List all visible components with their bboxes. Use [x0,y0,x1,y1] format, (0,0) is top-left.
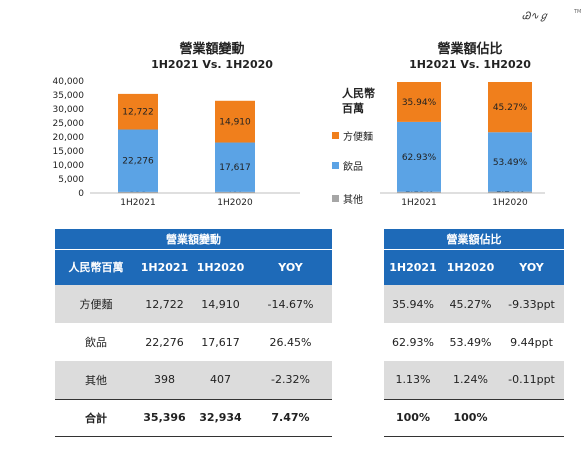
legend-label-other: 其他 [343,195,363,206]
row-label: 合計 [55,398,137,437]
table-row-other: 其他 398 407 -2.32% [55,361,332,399]
header-unit: 人民幣百萬 [55,249,137,285]
cell-yoy: 9.44ppt [510,335,553,349]
cell-share: 35.94% [384,285,442,323]
y-tick-label: 20,000 [53,133,85,143]
table-row-drinks: 飲品 22,276 17,617 26.45% [55,323,332,361]
right-chart-title: 營業額佔比 [437,42,503,57]
cell-value: 35,396 [137,398,192,437]
data-label: 17,617 [219,163,251,173]
header-yoy: YOY [249,249,332,285]
bar-segment-other [118,191,158,193]
header-1h2020: 1H2020 [192,249,249,285]
y-tick-label: 25,000 [53,119,85,129]
right-chart-subtitle: 1H2021 Vs. 1H2020 [409,58,531,71]
legend-title-line2: 百萬 [342,102,364,115]
charts-canvas: 0 5,000 10,000 15,000 20,000 25,000 30,000 35,0… [53,77,545,208]
bar-segment-noodles [118,93,158,130]
header-yoy: YOY [499,249,565,285]
cell-yoy: 7.47% [249,398,332,437]
y-tick-label: 30,000 [53,105,85,115]
legend-swatch-orange [332,132,339,139]
y-tick-label: 10,000 [53,161,85,171]
cell-share: 1.13% [384,361,442,399]
cell-value: 22,276 [145,335,184,349]
trademark-mark: TM [574,9,582,15]
sales-share-table-title: 營業額佔比 [384,229,565,250]
table-row-drinks: 62.93% 53.49% 9.44ppt [384,323,564,361]
data-label: 53.49% [493,158,528,168]
legend-title-line1: 人民幣 [342,87,375,100]
cell-share: 100% [384,398,442,437]
legend-title: 人民幣 百萬 [342,86,375,116]
cell-value: 17,617 [201,335,240,349]
row-label: 其他 [55,361,137,399]
cell-value: 32,934 [192,398,249,437]
legend-label-drinks: 飲品 [343,162,363,173]
x-tick-label: 1H2020 [492,198,528,208]
cell-share: 45.27% [442,285,499,323]
y-tick-label: 15,000 [53,147,85,157]
cell-share: 53.49% [449,335,492,349]
table-row-total: 100% 100% [384,398,565,437]
bar-segment-drinks [488,132,532,192]
cell-value: 12,722 [137,285,192,323]
bar-segment-noodles [488,82,532,133]
data-label: 22,276 [122,157,154,167]
row-label: 方便麵 [55,285,137,323]
bar-segment-other [397,191,441,193]
cell-yoy: 26.45% [269,335,312,349]
legend-label-noodles: 方便麵 [343,132,373,143]
cell-share: 1.24% [442,361,499,399]
left-chart-subtitle: 1H2021 Vs. 1H2020 [151,58,273,71]
y-tick-label: 0 [78,189,84,199]
header-1h2021: 1H2021 [137,249,192,285]
cell-yoy: -9.33ppt [499,285,565,323]
table-row-noodles: 方便麵 12,722 14,910 -14.67% [55,285,332,323]
cell-share: 100% [442,398,499,437]
cell-share: 62.93% [392,335,434,349]
cell-value: 407 [192,361,249,399]
x-tick-label: 1H2021 [120,198,155,208]
cell-yoy: -2.32% [249,361,332,399]
cell-value: 398 [137,361,192,399]
brand-logo: Ꮚ∿ℊ [522,11,549,22]
legend-item-noodles: 方便麵 [332,128,373,143]
legend-item-drinks: 飲品 [332,158,363,173]
y-tick-label: 5,000 [58,175,84,185]
data-label: 45.27% [493,103,528,113]
bar-segment-other [488,191,532,193]
data-label: 12,722 [122,108,154,118]
legend-swatch-blue [332,162,339,169]
y-tick-label: 40,000 [53,77,85,87]
data-label: 35.94% [402,98,437,108]
cell-yoy [499,398,565,437]
left-chart-title: 營業額變動 [179,42,245,57]
x-tick-label: 1H2021 [401,198,436,208]
bar-segment-drinks [397,121,441,192]
sales-change-table: 營業額變動 人民幣百萬 1H2021 1H2020 YOY 方便麵 12,722… [55,229,332,437]
table-row-noodles: 35.94% 45.27% -9.33ppt [384,285,565,323]
header-1h2021: 1H2021 [384,249,442,285]
x-tick-label: 1H2020 [217,198,253,208]
bar-segment-noodles [215,100,255,143]
row-label: 飲品 [85,336,107,349]
bar-segment-noodles [397,82,441,122]
header-1h2020: 1H2020 [442,249,499,285]
table-row-total: 合計 35,396 32,934 7.47% [55,398,332,437]
data-label: 62.93% [402,153,437,163]
bar-segment-drinks [215,142,255,192]
sales-share-table: 營業額佔比 1H2021 1H2020 YOY 35.94% 45.27% -9… [384,229,565,437]
cell-yoy: -0.11ppt [499,361,565,399]
legend-swatch-gray [332,195,339,202]
table-row-other: 1.13% 1.24% -0.11ppt [384,361,565,399]
y-tick-label: 35,000 [53,91,85,101]
cell-yoy: -14.67% [249,285,332,323]
legend-item-other: 其他 [332,191,363,206]
data-label: 14,910 [219,118,251,128]
cell-value: 14,910 [192,285,249,323]
bar-segment-drinks [118,129,158,192]
sales-change-table-title: 營業額變動 [55,229,332,250]
bar-segment-other [215,191,255,193]
